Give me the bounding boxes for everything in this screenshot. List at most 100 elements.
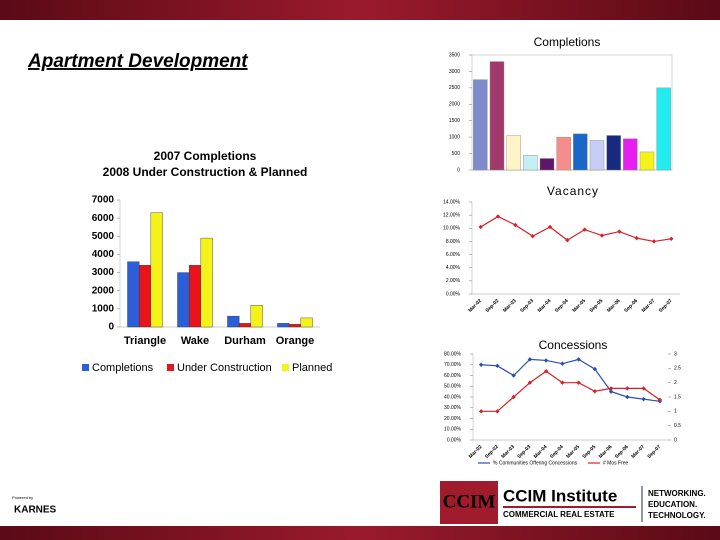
x-tick-label: Sep-03 (516, 444, 532, 460)
point (617, 229, 622, 234)
bar (656, 87, 671, 171)
y-tick-label: 5000 (92, 231, 115, 242)
bar (606, 135, 621, 171)
institute-subtitle: COMMERCIAL REAL ESTATE (503, 510, 615, 519)
point (592, 389, 598, 394)
y-tick-label: 3500 (449, 52, 460, 58)
y-tick-label: 3000 (92, 267, 115, 278)
y-tick-label: 80.00% (444, 351, 462, 357)
x-tick-label: Mar-06 (606, 298, 622, 314)
chart-title: Vacancy (547, 184, 599, 198)
y-tick-label: 4.00% (446, 265, 461, 271)
y2-tick-label: 0 (674, 437, 677, 443)
bar (589, 140, 605, 171)
y2-tick-label: 1 (674, 409, 677, 415)
legend-label: % Communities Offering Concessions (493, 460, 578, 466)
institute-name: CCIM Institute (503, 486, 617, 505)
point (625, 386, 630, 391)
point (543, 369, 549, 374)
point (625, 394, 630, 400)
x-tick-label: Mar-03 (500, 444, 516, 460)
bar (188, 265, 202, 328)
point (634, 235, 639, 241)
x-tick-label: Sep-07 (658, 298, 674, 314)
powered-by: Powered by (12, 495, 33, 500)
bar (150, 212, 163, 328)
tagline: EDUCATION. (648, 500, 697, 509)
point (547, 224, 553, 230)
slide-title: Apartment Development (27, 51, 248, 72)
x-tick-label: Sep-02 (484, 444, 500, 460)
y-tick-label: 0.00% (446, 291, 461, 297)
x-tick-label: Sep-07 (646, 444, 662, 460)
top-band (0, 0, 720, 20)
y-tick-label: 30.00% (444, 405, 462, 411)
x-tick-label: Mar-06 (598, 444, 614, 460)
point (495, 363, 500, 369)
ccim-logo: CCIM (443, 491, 496, 512)
point (527, 357, 533, 362)
series-line (480, 215, 672, 243)
x-tick-label: Mar-04 (537, 298, 553, 314)
legend-swatch (167, 364, 174, 371)
bar (277, 323, 290, 328)
bar (623, 138, 638, 171)
tagline: TECHNOLOGY. (648, 511, 706, 520)
bar (523, 155, 538, 171)
y-tick-label: 2500 (449, 85, 460, 91)
y-tick-label: 14.00% (443, 199, 461, 205)
bar (539, 158, 555, 171)
y-tick-label: 10.00% (444, 427, 462, 433)
y-tick-label: 1000 (92, 303, 115, 314)
point (582, 227, 587, 232)
point (478, 409, 484, 414)
x-tick-label: Mar-07 (641, 298, 657, 314)
y-tick-label: 2.00% (446, 278, 461, 284)
x-tick-label: Durham (224, 335, 266, 347)
point (608, 389, 614, 394)
chart-title: 2007 Completions (154, 149, 257, 163)
x-tick-label: Sep-06 (614, 444, 630, 460)
point (495, 409, 500, 414)
y2-tick-label: 2.5 (674, 366, 681, 372)
x-tick-label: Sep-05 (589, 298, 605, 314)
x-tick-label: Mar-05 (571, 298, 587, 314)
x-tick-label: Mar-05 (565, 444, 581, 460)
chart-subtitle: 2008 Under Construction & Planned (103, 165, 308, 179)
bar (138, 265, 152, 328)
bottom-band (0, 526, 720, 540)
y2-tick-label: 1.5 (674, 394, 681, 400)
y-tick-label: 0.00% (447, 437, 462, 443)
y-tick-label: 2000 (449, 102, 460, 108)
legend-label: Completions (92, 362, 154, 374)
karnes-logo: KARNES (14, 505, 57, 516)
y-tick-label: 60.00% (444, 373, 462, 379)
x-tick-label: Sep-06 (623, 298, 639, 314)
x-tick-label: Mar-03 (502, 298, 518, 314)
y-tick-label: 1000 (449, 134, 460, 140)
point (478, 224, 483, 230)
bar (300, 317, 313, 328)
y2-tick-label: 2 (674, 380, 677, 386)
y-tick-label: 12.00% (443, 212, 461, 218)
point (576, 380, 581, 385)
legend-label: Under Construction (177, 362, 272, 374)
series-line (481, 358, 660, 402)
x-tick-label: Triangle (124, 335, 166, 347)
y-tick-label: 0 (457, 167, 460, 173)
point (543, 358, 549, 363)
x-tick-label: Sep-05 (581, 444, 597, 460)
x-tick-label: Sep-04 (549, 444, 565, 460)
bar (506, 135, 521, 171)
y-tick-label: 10.00% (443, 226, 461, 232)
x-tick-label: Orange (276, 335, 315, 347)
y-tick-label: 6.00% (446, 252, 461, 258)
point (592, 366, 598, 372)
bar (639, 151, 655, 171)
bar (177, 272, 190, 328)
point (576, 357, 581, 362)
bar (127, 261, 140, 328)
legend-swatch (82, 364, 89, 371)
